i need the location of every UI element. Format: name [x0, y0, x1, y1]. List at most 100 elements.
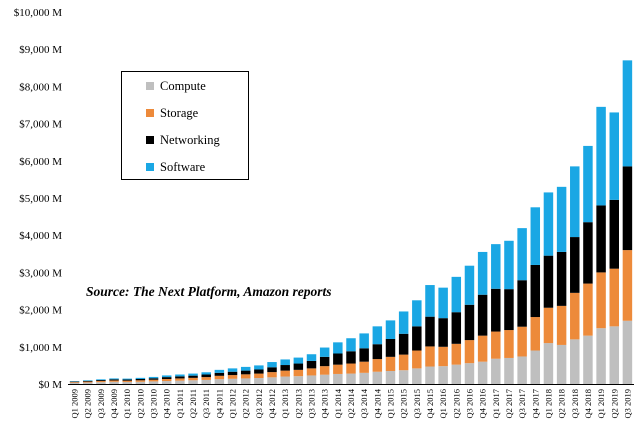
- x-tick-label: Q3 2017: [517, 389, 527, 419]
- bar-segment-networking: [609, 199, 619, 269]
- x-tick-label: Q1 2015: [385, 389, 395, 419]
- bar-segment-networking: [477, 294, 488, 336]
- y-tick-label: $5,000 M: [19, 193, 62, 205]
- x-tick-label: Q1 2013: [280, 389, 290, 419]
- bar-segment-networking: [491, 288, 501, 332]
- bar-segment-storage: [491, 331, 501, 359]
- x-tick-label: Q2 2011: [188, 389, 198, 418]
- bar-segment-software: [530, 207, 541, 265]
- bar-segment-networking: [570, 237, 580, 293]
- bar-segment-storage: [438, 346, 448, 367]
- legend: Compute Storage Networking Software: [121, 71, 249, 180]
- x-tick-label: Q1 2012: [228, 389, 238, 419]
- bar-segment-networking: [412, 326, 422, 351]
- bar-segment-networking: [293, 363, 304, 370]
- bar-segment-software: [425, 285, 435, 317]
- legend-label-storage: Storage: [160, 105, 199, 120]
- y-tick-label: $2,000 M: [19, 305, 62, 317]
- bar-segment-networking: [280, 365, 290, 371]
- bar-segment-storage: [293, 369, 304, 377]
- bar-segment-software: [267, 362, 277, 368]
- bar-segment-compute: [306, 375, 317, 384]
- x-tick-label: Q4 2014: [372, 388, 382, 418]
- x-tick-label: Q3 2019: [622, 389, 632, 419]
- x-tick-label: Q2 2015: [399, 389, 409, 419]
- bar-segment-software: [319, 347, 330, 357]
- bar-segment-software: [504, 240, 514, 290]
- bar-segment-storage: [596, 272, 606, 329]
- bar-segment-compute: [333, 373, 343, 384]
- x-tick-label: Q2 2010: [135, 389, 145, 419]
- bar-segment-storage: [543, 307, 554, 344]
- bar-segment-compute: [464, 363, 475, 384]
- bar-segment-storage: [504, 330, 514, 358]
- bar-segment-storage: [622, 250, 633, 321]
- bar-segment-software: [543, 192, 554, 256]
- bar-segment-storage: [188, 377, 198, 381]
- bar-segment-compute: [412, 368, 422, 384]
- bar-segment-compute: [214, 379, 225, 384]
- bar-segment-compute: [319, 374, 330, 384]
- y-tick-label: $10,000 M: [14, 7, 63, 19]
- legend-item-software: Software: [146, 159, 205, 175]
- bar-segment-compute: [83, 382, 93, 384]
- bar-segment-networking: [438, 318, 448, 347]
- bar-segment-software: [122, 378, 132, 380]
- bar-segment-networking: [346, 351, 356, 364]
- bar-segment-storage: [135, 380, 146, 382]
- bar-segment-networking: [214, 372, 225, 376]
- bar-segment-storage: [109, 380, 119, 382]
- bar-segment-networking: [425, 316, 435, 347]
- bar-segment-compute: [135, 381, 146, 384]
- bar-segment-storage: [425, 346, 435, 367]
- x-tick-label: Q1 2018: [543, 389, 553, 419]
- bar-segment-storage: [161, 378, 172, 382]
- bar-segment-storage: [333, 364, 343, 374]
- bar-segment-networking: [596, 205, 606, 273]
- bar-segment-compute: [504, 357, 514, 384]
- bar-segment-compute: [240, 378, 251, 384]
- bar-segment-software: [477, 251, 488, 295]
- legend-item-storage: Storage: [146, 105, 198, 121]
- bar-segment-networking: [148, 378, 159, 380]
- bar-segment-storage: [359, 361, 369, 373]
- source-annotation: Source: The Next Platform, Amazon report…: [86, 284, 332, 299]
- x-tick-label: Q2 2012: [241, 389, 251, 419]
- x-tick-label: Q2 2018: [557, 389, 567, 419]
- x-tick-label: Q3 2009: [96, 389, 106, 419]
- bar-segment-networking: [161, 377, 172, 379]
- bar-segment-software: [280, 359, 290, 366]
- bar-segment-storage: [583, 283, 593, 336]
- x-tick-label: Q1 2009: [70, 389, 80, 419]
- bar-segment-compute: [188, 380, 198, 384]
- x-tick-label: Q1 2019: [596, 389, 606, 419]
- bar-segment-compute: [175, 380, 185, 384]
- bar-segment-storage: [201, 377, 211, 380]
- legend-swatch-networking: [146, 136, 154, 144]
- bar-segment-networking: [122, 379, 132, 381]
- x-tick-label: Q2 2016: [451, 389, 461, 419]
- y-axis: $0 M $1,000 M $2,000 M $3,000 M $4,000 M $5,0…: [14, 7, 63, 391]
- bar-segment-networking: [201, 374, 211, 378]
- bar-segment-compute: [556, 344, 567, 384]
- x-tick-label: Q3 2010: [149, 389, 159, 419]
- bar-segment-networking: [385, 338, 396, 357]
- bar-segment-networking: [109, 379, 119, 381]
- bar-segment-storage: [175, 378, 185, 381]
- bar-segment-networking: [254, 369, 264, 374]
- bar-segment-storage: [412, 350, 422, 369]
- bar-segment-compute: [622, 320, 633, 384]
- bar-segment-software: [346, 338, 356, 352]
- bar-segment-compute: [451, 364, 462, 384]
- bar-segment-compute: [109, 381, 119, 384]
- bar-segment-software: [491, 244, 501, 289]
- x-tick-label: Q1 2017: [491, 389, 501, 419]
- legend-swatch-software: [146, 163, 154, 171]
- bar-segment-networking: [517, 280, 527, 327]
- bar-segment-compute: [293, 376, 304, 384]
- bar-segment-software: [333, 342, 343, 354]
- x-tick-label: Q2 2014: [346, 388, 356, 418]
- bar-segment-software: [517, 228, 527, 281]
- x-tick-label: Q3 2013: [307, 389, 317, 419]
- x-tick-label: Q1 2011: [175, 389, 185, 418]
